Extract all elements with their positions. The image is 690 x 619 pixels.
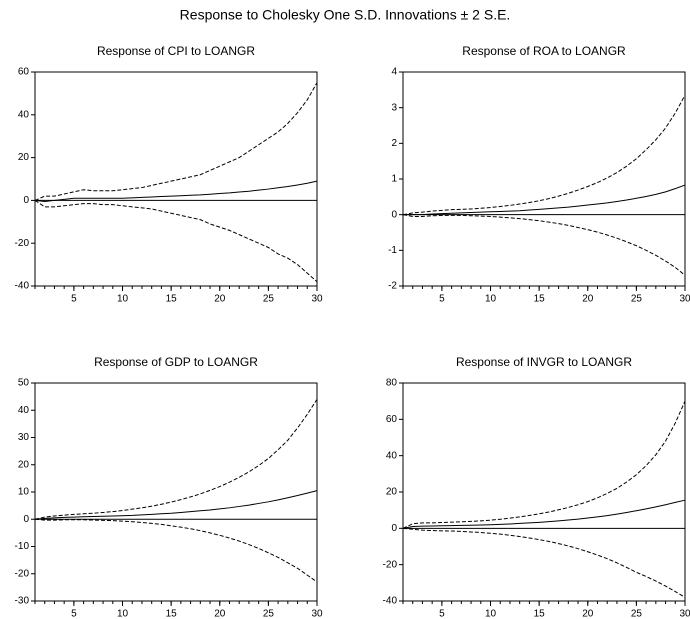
x-tick-label: 5 — [71, 609, 77, 619]
y-tick-label: -20 — [383, 559, 398, 570]
confidence-band — [34, 518, 318, 583]
response-line — [34, 180, 318, 202]
main-title: Response to Cholesky One S.D. Innovation… — [180, 7, 511, 23]
x-tick-label: 25 — [631, 294, 643, 305]
chart-title: Response of ROA to LOANGR — [462, 44, 626, 58]
chart-title: Response of INVGR to LOANGR — [456, 355, 632, 369]
y-tick-label: 40 — [18, 109, 30, 120]
x-tick-label: 20 — [214, 609, 226, 619]
y-tick-label: -30 — [15, 596, 30, 607]
response-line — [34, 490, 318, 520]
plot-frame — [402, 71, 686, 287]
plot-frame — [34, 71, 318, 287]
confidence-band — [402, 94, 686, 216]
x-tick-label: 25 — [263, 609, 275, 619]
confidence-band — [34, 199, 318, 283]
x-tick-label: 30 — [311, 609, 323, 619]
x-tick-label: 20 — [214, 294, 226, 305]
x-tick-label: 30 — [679, 294, 690, 305]
y-tick-label: 2 — [391, 138, 397, 149]
plot-frame — [402, 382, 686, 602]
y-tick-label: -2 — [388, 281, 397, 292]
x-tick-label: 5 — [71, 294, 77, 305]
response-line — [402, 499, 686, 529]
y-tick-label: 20 — [18, 152, 30, 163]
confidence-band — [34, 82, 318, 201]
y-tick-label: 3 — [391, 102, 397, 113]
x-tick-label: 20 — [582, 609, 594, 619]
x-tick-label: 30 — [311, 294, 323, 305]
y-tick-label: 1 — [391, 174, 397, 185]
plot-frame — [34, 382, 318, 602]
y-tick-label: 0 — [391, 209, 397, 220]
x-tick-label: 10 — [117, 294, 129, 305]
y-tick-label: -20 — [15, 238, 30, 249]
y-tick-label: 40 — [18, 405, 30, 416]
y-tick-label: 10 — [18, 487, 30, 498]
x-tick-label: 5 — [439, 294, 445, 305]
y-tick-label: 60 — [18, 67, 30, 78]
y-tick-label: 40 — [386, 450, 398, 461]
x-tick-label: 10 — [117, 609, 129, 619]
x-tick-label: 25 — [263, 294, 275, 305]
y-tick-label: 50 — [18, 378, 30, 389]
x-tick-label: 5 — [439, 609, 445, 619]
y-tick-label: 0 — [391, 523, 397, 534]
y-tick-label: 30 — [18, 432, 30, 443]
y-tick-label: 20 — [18, 459, 30, 470]
y-tick-label: -40 — [383, 596, 398, 607]
y-tick-label: -20 — [15, 568, 30, 579]
x-tick-label: 20 — [582, 294, 594, 305]
y-tick-label: -40 — [15, 281, 30, 292]
x-tick-label: 15 — [534, 609, 546, 619]
confidence-band — [34, 399, 318, 520]
confidence-band — [402, 214, 686, 276]
y-tick-label: -10 — [15, 541, 30, 552]
response-line — [403, 184, 686, 216]
y-tick-label: 0 — [23, 514, 29, 525]
x-tick-label: 10 — [485, 294, 497, 305]
confidence-band — [402, 400, 686, 529]
chart-title: Response of CPI to LOANGR — [97, 44, 255, 58]
y-tick-label: 0 — [23, 195, 29, 206]
y-tick-label: 4 — [391, 67, 397, 78]
x-tick-label: 30 — [679, 609, 690, 619]
y-tick-label: 20 — [386, 487, 398, 498]
confidence-band — [402, 527, 686, 598]
y-tick-label: 80 — [386, 378, 398, 389]
y-tick-label: 60 — [386, 414, 398, 425]
chart-title: Response of GDP to LOANGR — [94, 355, 258, 369]
x-tick-label: 15 — [166, 609, 178, 619]
x-tick-label: 10 — [485, 609, 497, 619]
x-tick-label: 15 — [534, 294, 546, 305]
x-tick-label: 15 — [166, 294, 178, 305]
x-tick-label: 25 — [631, 609, 643, 619]
y-tick-label: -1 — [388, 245, 397, 256]
